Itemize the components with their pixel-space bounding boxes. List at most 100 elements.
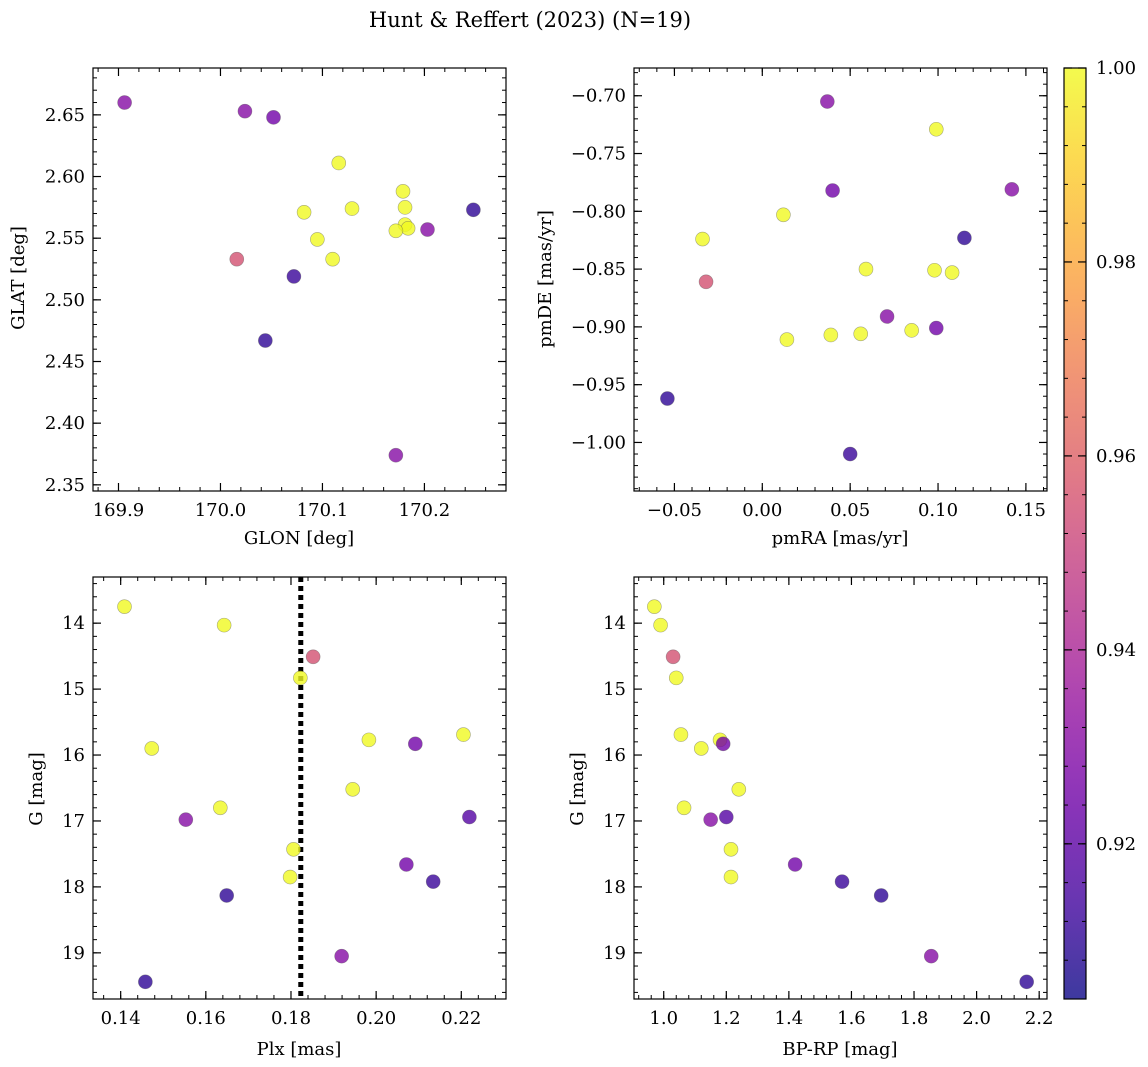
scatter-point [834,874,850,889]
scatter-point [928,121,944,137]
y-axis-label: pmDE [mas/yr] [535,210,556,348]
x-tick-label: 0.10 [918,500,958,521]
scatter-point [258,333,273,348]
scatter-point [456,727,471,742]
panel-bprp-g: BP-RP [mag] G [mag] 1.0 1.2 1.4 1.6 1.8 2.0 2.… [567,576,1054,1060]
x-tick-label: 0.22 [441,1008,481,1029]
panel-pmra-pmde: pmRA [mas/yr] pmDE [mas/yr] −0.05 0.00 0.0… [535,67,1048,549]
figure-title: Hunt & Reffert (2023) (N=19) [369,8,691,32]
x-tick-label: 1.8 [900,1008,929,1029]
x-tick-label: 0.05 [830,500,870,521]
scatter-point [779,332,795,347]
scatter-point [397,200,413,215]
scatter-point [286,842,301,857]
scatter-point [853,326,869,342]
scatter-point [718,809,734,825]
scatter-point [388,223,404,239]
scatter-point [825,183,840,198]
y-tick-label: −0.85 [571,259,626,280]
y-tick-label: 18 [62,877,85,898]
scatter-point [237,103,253,119]
x-tick-label: 2.2 [1025,1008,1054,1029]
scatter-point [266,110,281,125]
scatter-point [344,201,360,216]
y-tick-label: 17 [603,811,626,832]
x-tick-label: 0.14 [101,1008,141,1029]
scatter-point [944,265,960,280]
y-axis-label: GLAT [deg] [8,226,29,330]
scatter-point [676,800,692,816]
x-tick-label: 0.00 [742,500,782,521]
scatter-point [723,869,739,885]
panel-plx-g: Plx [mas] G [mag] 0.14 0.16 0.18 0.20 0.22 14… [26,576,507,1060]
x-tick-label: 1.4 [775,1008,804,1029]
scatter-point [400,221,416,236]
x-tick-label: 2.0 [962,1008,991,1029]
scatter-point [927,262,942,278]
y-tick-label: 19 [62,943,85,964]
scatter-point [665,649,681,665]
scatter-point [698,274,714,290]
scatter-point [1019,974,1034,990]
y-axis-label: G [mag] [26,752,47,825]
x-axis-label: Plx [mas] [257,1039,342,1060]
scatter-point [660,391,675,406]
scatter-point [776,207,791,223]
y-tick-label: 2.55 [45,228,85,249]
colorbar-tick-label: 0.98 [1096,252,1136,273]
scatter-point [715,736,731,752]
x-axis-label: pmRA [mas/yr] [772,528,909,549]
x-tick-label: 1.6 [837,1008,866,1029]
scatter-point [731,782,747,797]
x-tick-label: 170.0 [195,500,247,521]
scatter-point [858,261,874,277]
colorbar-tick-label: 0.94 [1096,640,1136,661]
y-tick-label: 17 [62,811,85,832]
y-tick-label: 15 [62,679,85,700]
y-tick-label: 2.50 [45,290,85,311]
y-axis-label: G [mag] [567,752,588,825]
scatter-point [653,617,668,633]
axes-frame [633,576,1048,1000]
scatter-point [325,251,340,267]
y-tick-label: −0.80 [571,201,626,222]
scatter-point [823,327,839,343]
x-tick-label: 0.18 [271,1008,311,1029]
scatter-point [178,812,194,827]
x-axis-label: GLON [deg] [244,528,354,549]
y-tick-label: 16 [603,745,626,766]
x-tick-label: 0.20 [356,1008,396,1029]
y-tick-label: 14 [62,613,85,634]
x-tick-label: −0.05 [647,500,702,521]
axes-frame [92,67,507,492]
axes-frame [633,67,1048,492]
y-tick-label: 2.35 [45,475,85,496]
colorbar-tick-label: 0.92 [1096,834,1136,855]
scatter-point [334,948,349,964]
scatter-point [286,269,302,284]
scatter-point [723,842,739,857]
scatter-point [957,230,972,246]
scatter-point [673,727,689,742]
scatter-point [293,670,308,686]
y-tick-label: 2.65 [45,105,85,126]
scatter-point [466,202,481,218]
y-tick-label: 2.45 [45,352,85,373]
scatter-point [1004,182,1020,197]
x-tick-label: 0.15 [1006,500,1046,521]
y-tick-label: −0.90 [571,317,626,338]
y-tick-label: 18 [603,877,626,898]
x-tick-label: 170.1 [297,500,349,521]
scatter-point [928,320,944,336]
scatter-point [693,741,709,756]
y-tick-label: 14 [603,613,626,634]
scatter-point [787,857,803,872]
x-tick-label: 0.16 [186,1008,226,1029]
scatter-point [873,888,889,903]
x-tick-label: 170.2 [399,500,451,521]
y-tick-label: −0.95 [571,375,626,396]
panel-glon-glat: GLON [deg] GLAT [deg] 169.9 170.0 170.1 170… [8,67,507,549]
scatter-point [647,599,662,614]
scatter-point [388,447,404,463]
scatter-point [695,231,710,247]
